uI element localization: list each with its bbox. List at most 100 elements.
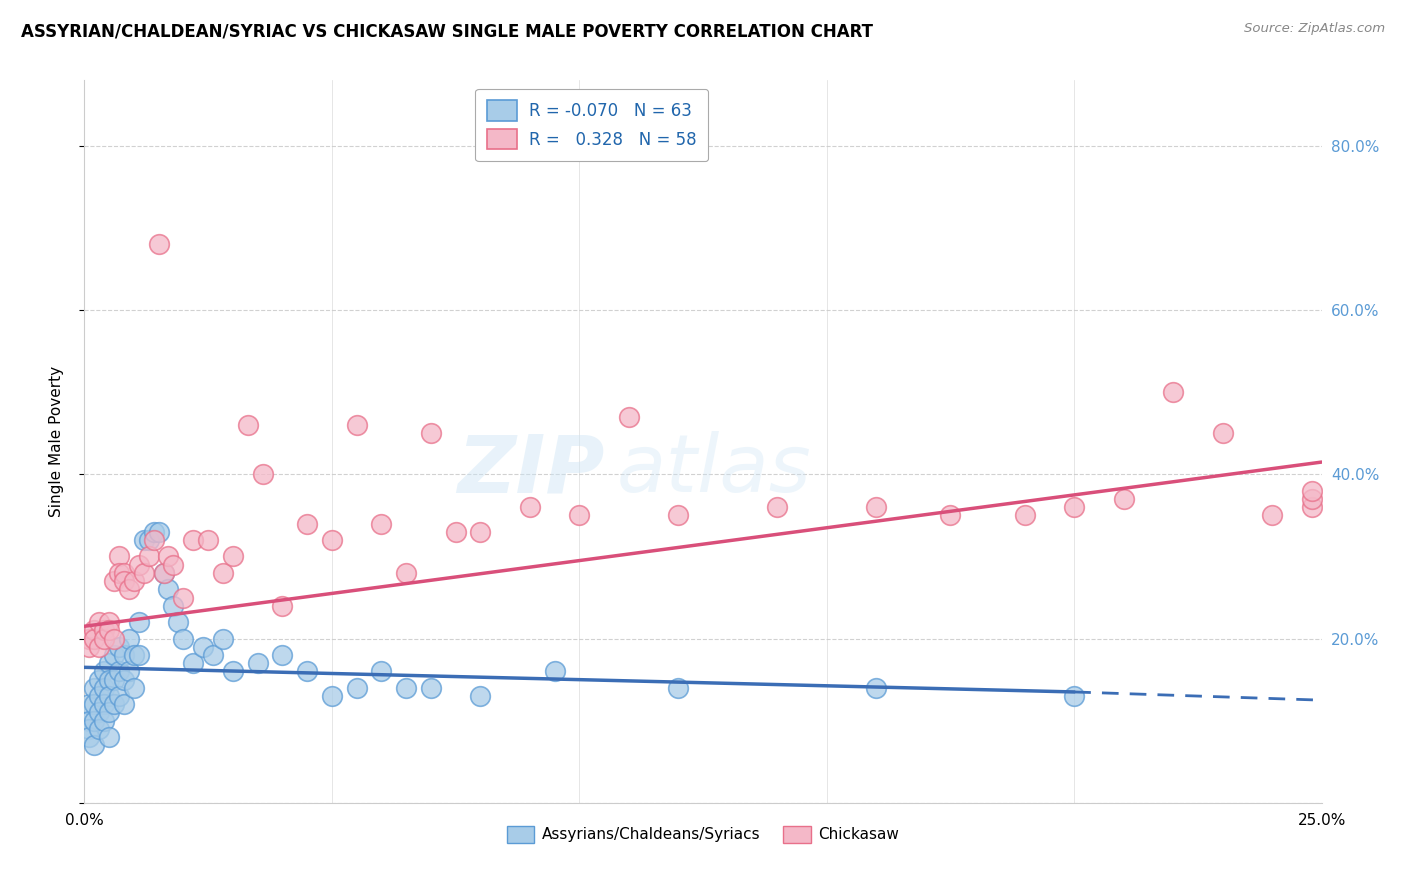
Point xyxy=(83,714,105,728)
Point xyxy=(118,632,141,646)
Point xyxy=(191,640,214,654)
Point xyxy=(346,681,368,695)
Point xyxy=(666,681,689,695)
Point xyxy=(202,648,225,662)
Point xyxy=(83,698,105,712)
Point xyxy=(112,673,135,687)
Point xyxy=(79,640,101,654)
Point xyxy=(157,549,180,564)
Point xyxy=(346,418,368,433)
Point xyxy=(419,681,441,695)
Point xyxy=(766,500,789,515)
Point xyxy=(470,689,492,703)
Point xyxy=(162,558,184,572)
Point xyxy=(93,665,115,679)
Point xyxy=(1161,385,1184,400)
Point xyxy=(172,632,194,646)
Point xyxy=(321,533,343,547)
Point xyxy=(103,632,125,646)
Point xyxy=(152,566,174,580)
Point xyxy=(271,599,294,613)
Point xyxy=(865,500,887,515)
Point xyxy=(865,681,887,695)
Point xyxy=(1301,491,1323,506)
Point xyxy=(108,549,131,564)
Point xyxy=(118,582,141,597)
Point xyxy=(181,657,204,671)
Text: ASSYRIAN/CHALDEAN/SYRIAC VS CHICKASAW SINGLE MALE POVERTY CORRELATION CHART: ASSYRIAN/CHALDEAN/SYRIAC VS CHICKASAW SI… xyxy=(21,22,873,40)
Point xyxy=(236,418,259,433)
Point xyxy=(112,574,135,588)
Point xyxy=(83,624,105,638)
Point xyxy=(89,706,111,720)
Point xyxy=(128,648,150,662)
Point xyxy=(103,673,125,687)
Point xyxy=(148,237,170,252)
Legend: Assyrians/Chaldeans/Syriacs, Chickasaw: Assyrians/Chaldeans/Syriacs, Chickasaw xyxy=(501,820,905,849)
Point xyxy=(543,665,565,679)
Point xyxy=(295,665,318,679)
Point xyxy=(142,524,165,539)
Point xyxy=(108,689,131,703)
Point xyxy=(89,673,111,687)
Point xyxy=(152,566,174,580)
Point xyxy=(271,648,294,662)
Y-axis label: Single Male Poverty: Single Male Poverty xyxy=(49,366,63,517)
Point xyxy=(89,615,111,630)
Point xyxy=(1014,508,1036,523)
Point xyxy=(167,615,190,630)
Point xyxy=(103,648,125,662)
Point xyxy=(370,516,392,531)
Point xyxy=(93,714,115,728)
Point xyxy=(252,467,274,482)
Point xyxy=(83,681,105,695)
Point xyxy=(419,426,441,441)
Point xyxy=(295,516,318,531)
Point xyxy=(1301,483,1323,498)
Point xyxy=(222,549,245,564)
Point xyxy=(83,739,105,753)
Point xyxy=(108,665,131,679)
Point xyxy=(93,681,115,695)
Point xyxy=(93,624,115,638)
Point xyxy=(181,533,204,547)
Point xyxy=(1063,689,1085,703)
Point xyxy=(128,615,150,630)
Point xyxy=(98,657,121,671)
Point xyxy=(112,566,135,580)
Point xyxy=(395,566,418,580)
Text: ZIP: ZIP xyxy=(457,432,605,509)
Point xyxy=(212,632,235,646)
Point xyxy=(321,689,343,703)
Point xyxy=(666,508,689,523)
Point xyxy=(79,722,101,736)
Point xyxy=(79,698,101,712)
Point xyxy=(89,640,111,654)
Point xyxy=(157,582,180,597)
Point xyxy=(519,500,541,515)
Point xyxy=(79,714,101,728)
Point xyxy=(98,730,121,744)
Point xyxy=(79,730,101,744)
Point xyxy=(93,698,115,712)
Point xyxy=(98,673,121,687)
Point xyxy=(162,599,184,613)
Point xyxy=(1301,500,1323,515)
Point xyxy=(118,665,141,679)
Point xyxy=(98,615,121,630)
Point xyxy=(212,566,235,580)
Point xyxy=(939,508,962,523)
Point xyxy=(103,574,125,588)
Point xyxy=(246,657,269,671)
Point xyxy=(444,524,467,539)
Point xyxy=(112,698,135,712)
Point xyxy=(89,689,111,703)
Point xyxy=(98,624,121,638)
Point xyxy=(1112,491,1135,506)
Point xyxy=(1063,500,1085,515)
Point xyxy=(617,409,640,424)
Text: atlas: atlas xyxy=(616,432,811,509)
Point xyxy=(138,549,160,564)
Point xyxy=(108,640,131,654)
Point xyxy=(1212,426,1234,441)
